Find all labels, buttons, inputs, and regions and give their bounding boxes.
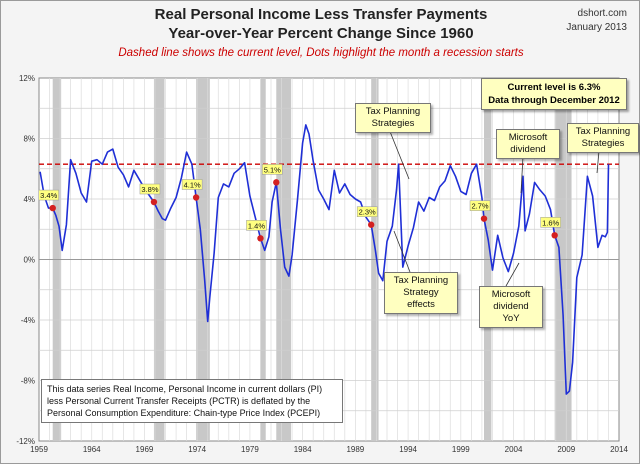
chart-title-line2: Year-over-Year Percent Change Since 1960: [168, 25, 474, 42]
x-tick-label: 2004: [505, 445, 523, 454]
x-tick-label: 1999: [452, 445, 470, 454]
x-tick-label: 1974: [188, 445, 206, 454]
dot-label-bg: [38, 189, 59, 201]
annotation-line: Microsoft: [491, 289, 531, 300]
recession-start-dot: [257, 235, 264, 242]
x-tick-label: 1979: [241, 445, 259, 454]
annotation-tax-planning-1: Tax Planning Strategies: [355, 103, 431, 133]
annotation-microsoft-dividend-yoy: Microsoft dividend YoY: [479, 286, 543, 328]
series-line: [39, 124, 610, 395]
annotation-line: Strategy: [403, 287, 439, 298]
annotation-line: Strategies: [581, 138, 625, 149]
annotation-line: YoY: [502, 313, 520, 324]
y-tick-label: -12%: [16, 437, 35, 446]
y-tick-label: -4%: [21, 316, 35, 325]
dot-label: 2.3%: [359, 208, 376, 217]
annotation-leader: [505, 262, 520, 287]
annotation-line: dividend: [493, 301, 529, 312]
x-tick-label: 1994: [399, 445, 417, 454]
annotation-line: Strategies: [371, 118, 415, 129]
annotation-leader: [520, 155, 524, 194]
dot-label: 2.7%: [471, 202, 488, 211]
info-box: This data series Real Income, Personal I…: [41, 379, 343, 423]
recession-start-dot: [551, 232, 558, 239]
annotation-tax-planning-2: Tax Planning Strategy effects: [384, 272, 458, 314]
dot-label-bg: [540, 217, 561, 228]
y-tick-label: 8%: [23, 135, 35, 144]
annotation-line: dividend: [510, 144, 546, 155]
x-tick-label: 1984: [294, 445, 312, 454]
recession-start-dot: [367, 221, 375, 228]
annotation-leader: [393, 230, 411, 273]
recession-start-dot: [480, 215, 488, 222]
annotation-tax-planning-3: Tax Planning Strategies: [567, 123, 639, 153]
recession-start-dot: [273, 179, 280, 186]
dot-label: 3.4%: [40, 191, 57, 200]
annotation-microsoft-dividend: Microsoft dividend: [496, 129, 560, 159]
source-date: January 2013: [566, 22, 627, 33]
dot-label-bg: [246, 220, 267, 231]
x-tick-label: 1969: [136, 445, 154, 454]
annotation-line: Microsoft: [508, 132, 548, 143]
y-tick-label: 12%: [19, 74, 35, 83]
source-site: dshort.com: [577, 8, 627, 19]
dot-label: 1.6%: [542, 218, 559, 227]
dot-label-bg: [469, 200, 491, 211]
dot-label-bg: [262, 164, 283, 175]
dot-label-bg: [139, 183, 161, 195]
dot-label: 1.4%: [248, 221, 265, 230]
annotation-line: Tax Planning: [393, 275, 449, 286]
dot-label-bg: [181, 179, 203, 190]
y-tick-label: -8%: [21, 377, 35, 386]
x-tick-label: 1959: [30, 445, 48, 454]
y-tick-label: 4%: [23, 195, 35, 204]
x-tick-label: 2009: [557, 445, 575, 454]
current-level-box: Current level is 6.3% Data through Decem…: [481, 78, 627, 110]
x-tick-label: 2014: [610, 445, 628, 454]
dot-label-bg: [356, 206, 378, 217]
x-tick-label: 1964: [83, 445, 101, 454]
dot-label: 4.1%: [184, 180, 201, 189]
annotation-line: effects: [407, 299, 435, 310]
annotation-line: Tax Planning: [575, 126, 631, 137]
source-label: dshort.com January 2013: [566, 7, 627, 35]
annotation-line: Tax Planning: [365, 106, 421, 117]
current-level-text: Current level is 6.3%: [507, 82, 601, 93]
x-tick-label: 1989: [346, 445, 364, 454]
dot-label: 5.1%: [264, 165, 281, 174]
dot-label: 3.8%: [141, 185, 158, 194]
annotation-leader: [388, 128, 410, 180]
data-through-text: Data through December 2012: [488, 95, 620, 106]
annotation-leader: [596, 150, 600, 174]
recession-start-dot: [192, 194, 200, 201]
chart-title-line1: Real Personal Income Less Transfer Payme…: [154, 6, 488, 23]
chart-subtitle: Dashed line shows the current level, Dot…: [118, 47, 524, 59]
y-tick-label: 0%: [23, 256, 35, 265]
recession-start-dot: [150, 198, 158, 206]
recession-start-dot: [49, 204, 56, 212]
